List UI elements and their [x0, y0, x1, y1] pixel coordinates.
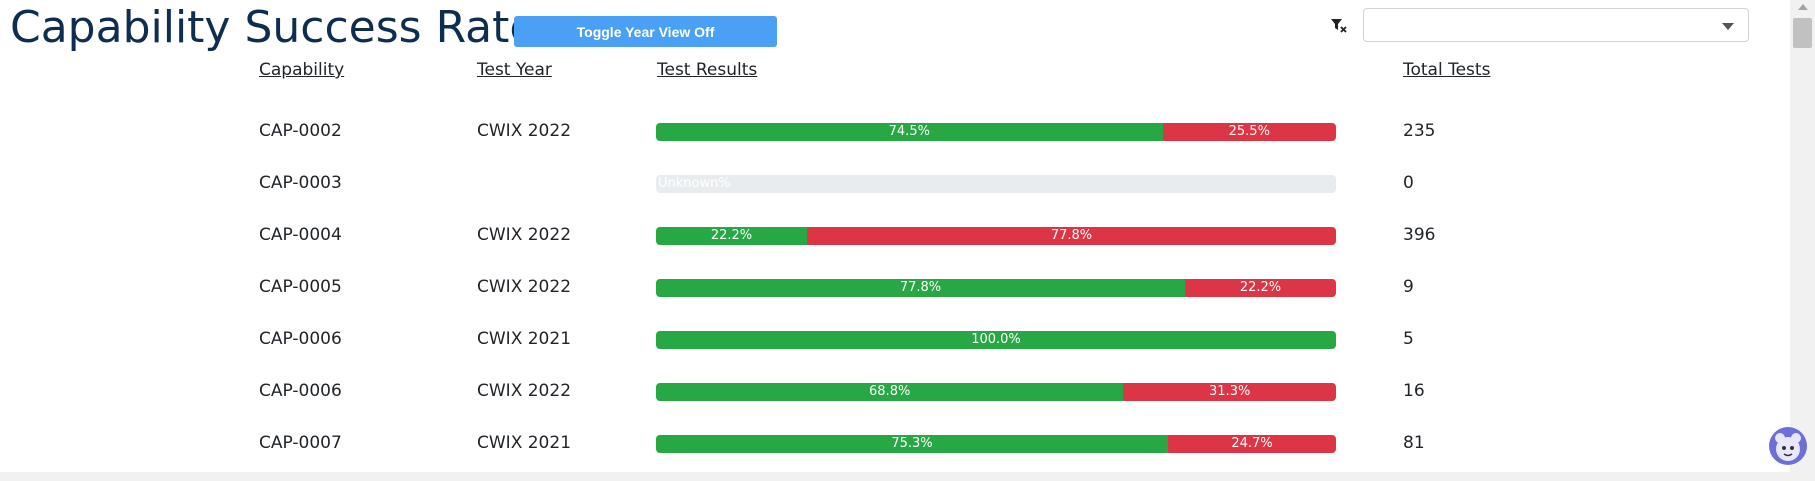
column-header-test-year[interactable]: Test Year: [477, 60, 552, 80]
fail-segment: 77.8%: [806, 227, 1336, 245]
pass-segment: 22.2%: [656, 227, 807, 245]
test-year-cell: CWIX 2022: [477, 121, 572, 141]
test-year-cell: CWIX 2022: [477, 277, 572, 297]
table-row: CAP-0004 CWIX 2022 22.2% 77.8% 396: [0, 220, 1790, 250]
total-tests-cell: 396: [1403, 225, 1436, 245]
test-year-cell: CWIX 2022: [477, 225, 572, 245]
table-row: CAP-0006 CWIX 2022 68.8% 31.3% 16: [0, 376, 1790, 406]
table-row: CAP-0003 Unknown% 0: [0, 168, 1790, 198]
total-tests-cell: 235: [1403, 121, 1436, 141]
toggle-year-view-button[interactable]: Toggle Year View Off: [514, 16, 777, 47]
table-row: CAP-0006 CWIX 2021 100.0% 5: [0, 324, 1790, 354]
column-header-capability[interactable]: Capability: [259, 60, 345, 80]
scroll-up-icon[interactable]: [1798, 4, 1808, 10]
test-results-progress-bar: 75.3% 24.7%: [656, 435, 1336, 453]
pass-segment: 100.0%: [656, 331, 1336, 349]
capability-cell: CAP-0007: [259, 433, 342, 453]
test-results-progress-bar: 74.5% 25.5%: [656, 123, 1336, 141]
scroll-thumb[interactable]: [1793, 18, 1812, 48]
capability-cell: CAP-0005: [259, 277, 342, 297]
pass-segment: 68.8%: [656, 383, 1124, 401]
test-year-cell: CWIX 2021: [477, 433, 572, 453]
chevron-down-icon[interactable]: [1722, 23, 1734, 30]
fail-segment: 25.5%: [1162, 123, 1336, 141]
column-header-total-tests[interactable]: Total Tests: [1403, 60, 1491, 80]
capability-cell: CAP-0006: [259, 329, 342, 349]
total-tests-cell: 0: [1403, 173, 1414, 193]
test-results-progress-bar: 100.0%: [656, 331, 1336, 349]
test-results-progress-bar: 22.2% 77.8%: [656, 227, 1336, 245]
total-tests-cell: 9: [1403, 277, 1414, 297]
column-header-test-results[interactable]: Test Results: [657, 60, 758, 80]
page-title: Capability Success Rate: [10, 2, 537, 53]
total-tests-cell: 16: [1403, 381, 1425, 401]
total-tests-cell: 5: [1403, 329, 1414, 349]
vertical-scrollbar[interactable]: [1790, 0, 1815, 472]
capability-cell: CAP-0004: [259, 225, 342, 245]
filter-clear-icon[interactable]: [1329, 16, 1349, 36]
pass-segment: 74.5%: [656, 123, 1163, 141]
table-row: CAP-0002 CWIX 2022 74.5% 25.5% 235: [0, 116, 1790, 146]
test-results-progress-bar: 68.8% 31.3%: [656, 383, 1336, 401]
pass-segment: 75.3%: [656, 435, 1169, 453]
test-year-cell: CWIX 2022: [477, 381, 572, 401]
assistant-avatar-icon[interactable]: [1769, 427, 1807, 465]
capability-cell: CAP-0002: [259, 121, 342, 141]
test-results-progress-bar: Unknown%: [656, 175, 1336, 193]
fail-segment: 24.7%: [1168, 435, 1336, 453]
capability-cell: CAP-0006: [259, 381, 342, 401]
fail-segment: 22.2%: [1185, 279, 1336, 297]
table-row: CAP-0005 CWIX 2022 77.8% 22.2% 9: [0, 272, 1790, 302]
test-year-cell: CWIX 2021: [477, 329, 572, 349]
pass-segment: 77.8%: [656, 279, 1186, 297]
total-tests-cell: 81: [1403, 433, 1425, 453]
capability-cell: CAP-0003: [259, 173, 342, 193]
test-results-progress-bar: 77.8% 22.2%: [656, 279, 1336, 297]
unknown-result-label: Unknown%: [658, 176, 731, 191]
filter-dropdown[interactable]: [1363, 8, 1749, 42]
table-row: CAP-0007 CWIX 2021 75.3% 24.7% 81: [0, 428, 1790, 458]
fail-segment: 31.3%: [1123, 383, 1336, 401]
horizontal-scrollbar[interactable]: [0, 472, 1815, 481]
